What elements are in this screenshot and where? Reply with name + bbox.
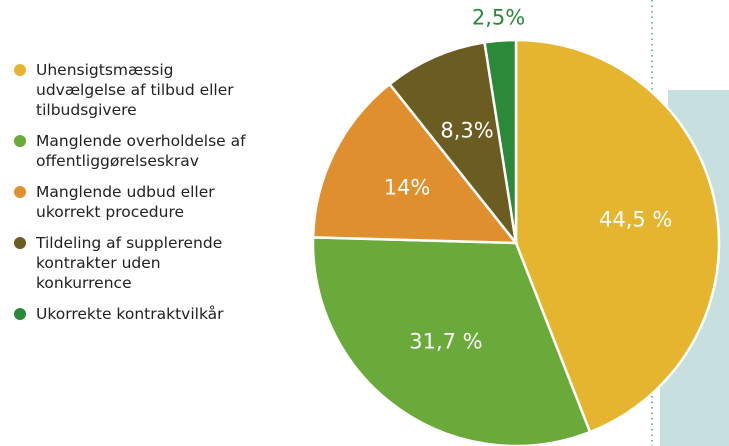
legend-marker bbox=[14, 64, 26, 76]
legend-marker bbox=[14, 186, 26, 198]
legend-label: Manglende udbud eller ukorrekt procedure bbox=[36, 183, 215, 221]
legend-entry: Tildeling af supplerende kontrakter uden… bbox=[36, 233, 261, 293]
legend-label: Manglende overholdelse af offentliggørel… bbox=[36, 132, 246, 170]
legend-entry: Manglende overholdelse af offentliggørel… bbox=[36, 131, 261, 171]
slice-label: 44,5 % bbox=[599, 207, 672, 231]
page: 44,5 % 31,7 % 14% 8,3% 2,5% Uhensigtsmæssig … bbox=[0, 0, 729, 446]
legend-marker bbox=[14, 135, 26, 147]
legend-entry: Ukorrekte kontraktvilkår bbox=[36, 304, 261, 324]
slice-label: 2,5% bbox=[472, 6, 525, 30]
slice-label: 14% bbox=[384, 176, 431, 200]
legend-entry: Manglende udbud eller ukorrekt procedure bbox=[36, 182, 261, 222]
slice-label: 8,3% bbox=[440, 118, 493, 142]
legend-label: Tildeling af supplerende kontrakter uden… bbox=[36, 234, 222, 292]
legend-marker bbox=[14, 308, 26, 320]
legend-label: Ukorrekte kontraktvilkår bbox=[36, 305, 224, 323]
legend-label: Uhensigtsmæssig udvælgelse af tilbud ell… bbox=[36, 61, 234, 119]
legend-marker bbox=[14, 237, 26, 249]
slice-label: 31,7 % bbox=[409, 330, 482, 354]
legend-entry: Uhensigtsmæssig udvælgelse af tilbud ell… bbox=[36, 60, 261, 120]
